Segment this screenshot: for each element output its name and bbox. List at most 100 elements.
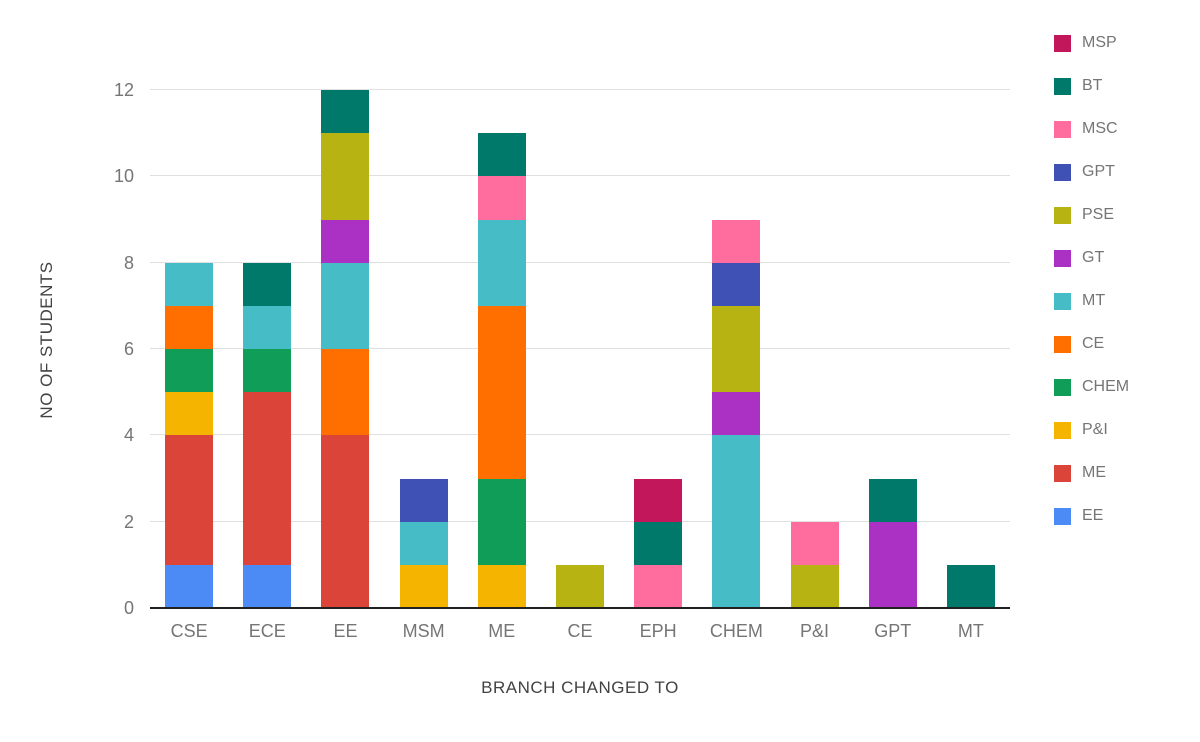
bar-segment-ME-BT[interactable] [477, 133, 526, 177]
legend-item-GT: GT [1054, 249, 1129, 267]
gridline [150, 434, 1010, 436]
x-tick-label: P&I [800, 621, 830, 641]
legend-item-CE: CE [1054, 335, 1129, 353]
bar-segment-EPH-MSC[interactable] [634, 564, 683, 608]
legend-label: MT [1082, 292, 1106, 309]
x-tick-label: EPH [639, 621, 677, 641]
bar-segment-ECE-EE[interactable] [243, 564, 292, 608]
bar-segment-CSE-MT[interactable] [165, 262, 214, 306]
bar-segment-ME-MSC[interactable] [477, 176, 526, 220]
legend-swatch-PSE [1054, 206, 1071, 224]
legend-item-MSP: MSP [1054, 34, 1129, 52]
y-tick-label: 10 [113, 166, 134, 187]
bar-segment-ECE-BT[interactable] [243, 262, 292, 306]
x-axis-title: BRANCH CHANGED TO [481, 678, 679, 697]
x-axis-line [150, 607, 1010, 609]
bar-segment-CSE-CHEM[interactable] [165, 349, 214, 393]
legend-item-MT: MT [1054, 292, 1129, 310]
legend-swatch-MT [1054, 292, 1071, 310]
legend: MSP BT MSC GPT PSE GT MT CE CHEM P&I ME EE [1054, 34, 1129, 550]
bar-GPT [868, 478, 917, 608]
bar-segment-EE-PSE[interactable] [321, 133, 370, 220]
bar-segment-MSM-GPT[interactable] [399, 478, 448, 522]
legend-swatch-CE [1054, 335, 1071, 353]
bar-segment-CHEM-MT[interactable] [712, 435, 761, 608]
bar-segment-ECE-CHEM[interactable] [243, 349, 292, 393]
gridline [150, 520, 1010, 522]
legend-item-PSE: PSE [1054, 206, 1129, 224]
legend-item-EE: EE [1054, 507, 1129, 525]
bar-segment-CSE-P&I[interactable] [165, 392, 214, 436]
bar-CHEM [712, 219, 761, 608]
bar-segment-CHEM-GT[interactable] [712, 392, 761, 436]
bar-segment-ME-CE[interactable] [477, 305, 526, 479]
legend-item-BT: BT [1054, 77, 1129, 95]
bar-segment-ME-MT[interactable] [477, 219, 526, 306]
bar-ME [477, 133, 526, 608]
legend-swatch-BT [1054, 77, 1071, 95]
legend-label: GPT [1082, 163, 1115, 180]
bar-EPH [634, 478, 683, 608]
bar-segment-MT-BT[interactable] [946, 564, 995, 608]
x-tick-label: GPT [874, 621, 912, 641]
gridline [150, 348, 1010, 349]
bar-segment-EE-BT[interactable] [321, 90, 370, 134]
y-tick-label: 0 [123, 598, 134, 618]
y-tick-label: 4 [123, 425, 134, 446]
bar-segment-CHEM-PSE[interactable] [712, 305, 761, 393]
bar-segment-ME-P&I[interactable] [477, 564, 526, 608]
legend-item-CHEM: CHEM [1054, 378, 1129, 396]
bar-segment-CSE-ME[interactable] [165, 435, 214, 565]
bar-segment-EE-MT[interactable] [321, 262, 370, 350]
legend-label: GT [1082, 249, 1105, 266]
legend-swatch-MSP [1054, 34, 1071, 52]
bar-segment-CHEM-GPT[interactable] [712, 262, 761, 306]
x-tick-label: CE [567, 621, 593, 641]
bar-segment-P&I-PSE[interactable] [790, 564, 839, 608]
gridline [150, 175, 1010, 177]
bar-segment-EE-GT[interactable] [321, 219, 370, 263]
bar-segment-MSM-P&I[interactable] [399, 564, 448, 608]
x-tick-label: EE [333, 621, 358, 641]
y-tick-label: 2 [123, 511, 134, 532]
legend-label: MSP [1082, 34, 1117, 51]
bar-segment-CE-PSE[interactable] [556, 564, 604, 608]
bar-segment-EPH-MSP[interactable] [634, 478, 683, 522]
bar-segment-P&I-MSC[interactable] [790, 521, 839, 565]
bar-segment-CSE-EE[interactable] [165, 564, 214, 608]
legend-label: CHEM [1082, 378, 1130, 395]
legend-swatch-P&I [1054, 421, 1071, 439]
bar-segment-EE-CE[interactable] [321, 349, 370, 436]
bar-segment-CSE-CE[interactable] [165, 305, 214, 350]
x-tick-label: MT [957, 621, 984, 641]
bar-segment-ME-CHEM[interactable] [477, 478, 526, 565]
legend-swatch-GPT [1054, 163, 1071, 181]
legend-item-MSC: MSC [1054, 120, 1129, 138]
bar-P&I [790, 521, 839, 608]
legend-item-P&I: P&I [1054, 421, 1129, 439]
bar-segment-EPH-BT[interactable] [634, 521, 683, 565]
bar-MSM [399, 478, 448, 608]
x-tick-label: ME [488, 621, 516, 641]
x-tick-label: CHEM [709, 621, 763, 641]
plot-area: 0 2 4 6 8 10 12 CSE ECE EE MSM ME CE EPH CHEM P&I GPT MT [114, 60, 1010, 641]
y-tick-label: 6 [123, 339, 134, 359]
legend-label: PSE [1082, 206, 1115, 223]
bar-segment-MSM-MT[interactable] [399, 521, 448, 565]
y-tick-label: 12 [113, 80, 134, 100]
legend-label: MSC [1082, 120, 1118, 137]
bar-segment-ECE-MT[interactable] [243, 305, 292, 350]
bar-segment-GPT-BT[interactable] [868, 478, 917, 522]
bar-MT [946, 564, 995, 608]
legend-label: P&I [1082, 421, 1108, 438]
bar-segment-ECE-ME[interactable] [243, 392, 292, 565]
legend-item-ME: ME [1054, 464, 1129, 482]
x-tick-label: MSM [402, 621, 445, 641]
bar-segment-GPT-GT[interactable] [868, 521, 917, 608]
legend-swatch-GT [1054, 249, 1071, 267]
bar-segment-EE-ME[interactable] [321, 435, 370, 608]
bar-segment-CHEM-MSC[interactable] [712, 219, 761, 263]
bar-CE [556, 564, 604, 608]
legend-label: EE [1082, 507, 1104, 524]
